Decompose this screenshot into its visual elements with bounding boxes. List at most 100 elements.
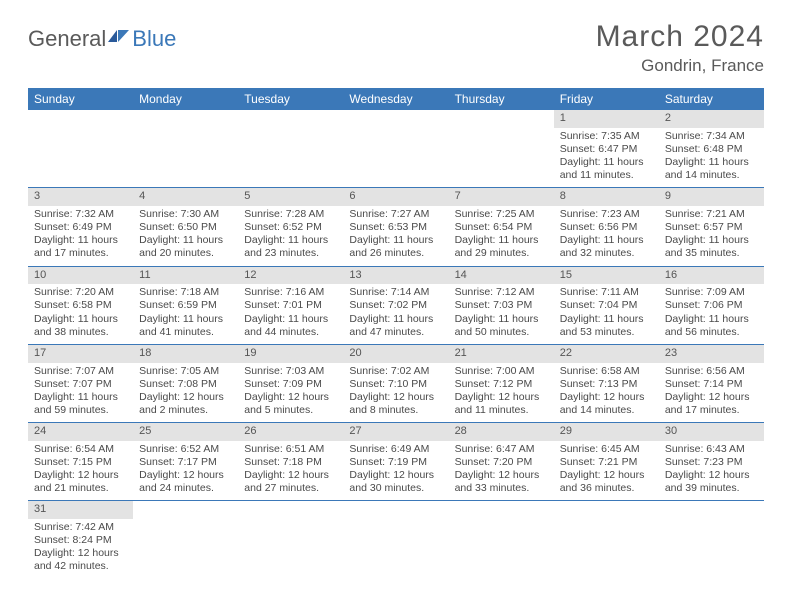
calendar-day: 18Sunrise: 7:05 AMSunset: 7:08 PMDayligh… [133,344,238,422]
day-info: Sunrise: 7:30 AMSunset: 6:50 PMDaylight:… [133,206,238,266]
day-info: Sunrise: 7:20 AMSunset: 6:58 PMDaylight:… [28,284,133,344]
weekday-header: Wednesday [343,88,448,110]
day-info: Sunrise: 7:27 AMSunset: 6:53 PMDaylight:… [343,206,448,266]
day-info: Sunrise: 7:28 AMSunset: 6:52 PMDaylight:… [238,206,343,266]
calendar-day: 1Sunrise: 7:35 AMSunset: 6:47 PMDaylight… [554,110,659,188]
calendar-day: 9Sunrise: 7:21 AMSunset: 6:57 PMDaylight… [659,188,764,266]
day-number: 10 [28,267,133,285]
day-number: 3 [28,188,133,206]
calendar-empty: . [133,110,238,188]
day-number: 1 [554,110,659,128]
day-info: Sunrise: 7:35 AMSunset: 6:47 PMDaylight:… [554,128,659,188]
calendar-day: 5Sunrise: 7:28 AMSunset: 6:52 PMDaylight… [238,188,343,266]
calendar-day: 19Sunrise: 7:03 AMSunset: 7:09 PMDayligh… [238,344,343,422]
calendar-day: 24Sunrise: 6:54 AMSunset: 7:15 PMDayligh… [28,423,133,501]
calendar-body: . . . . . 1Sunrise: 7:35 AMSunset: 6:47 … [28,110,764,579]
day-info: Sunrise: 7:12 AMSunset: 7:03 PMDaylight:… [449,284,554,344]
day-info: Sunrise: 6:54 AMSunset: 7:15 PMDaylight:… [28,441,133,501]
day-number: 7 [449,188,554,206]
day-number: 25 [133,423,238,441]
calendar-day: 22Sunrise: 6:58 AMSunset: 7:13 PMDayligh… [554,344,659,422]
calendar-day: 15Sunrise: 7:11 AMSunset: 7:04 PMDayligh… [554,266,659,344]
day-info: Sunrise: 7:23 AMSunset: 6:56 PMDaylight:… [554,206,659,266]
day-info: Sunrise: 7:32 AMSunset: 6:49 PMDaylight:… [28,206,133,266]
day-number: 6 [343,188,448,206]
day-number: 5 [238,188,343,206]
day-info: Sunrise: 7:02 AMSunset: 7:10 PMDaylight:… [343,363,448,423]
day-info: Sunrise: 7:18 AMSunset: 6:59 PMDaylight:… [133,284,238,344]
weekday-header: Thursday [449,88,554,110]
calendar-day: 25Sunrise: 6:52 AMSunset: 7:17 PMDayligh… [133,423,238,501]
day-number: 17 [28,345,133,363]
day-number: 16 [659,267,764,285]
day-number: 22 [554,345,659,363]
page-header: General Blue March 2024 Gondrin, France [28,20,764,76]
day-number: 12 [238,267,343,285]
day-number: 29 [554,423,659,441]
day-info: Sunrise: 7:00 AMSunset: 7:12 PMDaylight:… [449,363,554,423]
day-info [343,128,448,174]
calendar-day: 23Sunrise: 6:56 AMSunset: 7:14 PMDayligh… [659,344,764,422]
weekday-header: Monday [133,88,238,110]
day-number: 27 [343,423,448,441]
weekday-header: Sunday [28,88,133,110]
day-info: Sunrise: 6:56 AMSunset: 7:14 PMDaylight:… [659,363,764,423]
month-title: March 2024 [596,20,764,54]
day-info [238,128,343,174]
flag-icon [108,28,130,44]
day-info: Sunrise: 7:11 AMSunset: 7:04 PMDaylight:… [554,284,659,344]
day-info [133,128,238,174]
day-number: 8 [554,188,659,206]
calendar-day: 31Sunrise: 7:42 AMSunset: 8:24 PMDayligh… [28,501,133,579]
day-number: 21 [449,345,554,363]
day-info: Sunrise: 7:25 AMSunset: 6:54 PMDaylight:… [449,206,554,266]
brand-part1: General [28,26,106,52]
day-number: 31 [28,501,133,519]
day-info: Sunrise: 6:49 AMSunset: 7:19 PMDaylight:… [343,441,448,501]
day-info: Sunrise: 7:14 AMSunset: 7:02 PMDaylight:… [343,284,448,344]
calendar-day: 4Sunrise: 7:30 AMSunset: 6:50 PMDaylight… [133,188,238,266]
day-info: Sunrise: 7:05 AMSunset: 7:08 PMDaylight:… [133,363,238,423]
day-number: 19 [238,345,343,363]
day-info: Sunrise: 7:09 AMSunset: 7:06 PMDaylight:… [659,284,764,344]
day-number: 13 [343,267,448,285]
day-number: 28 [449,423,554,441]
day-info: Sunrise: 6:43 AMSunset: 7:23 PMDaylight:… [659,441,764,501]
day-number: 9 [659,188,764,206]
day-info [28,128,133,174]
day-info: Sunrise: 7:03 AMSunset: 7:09 PMDaylight:… [238,363,343,423]
calendar-empty: . [449,110,554,188]
title-block: March 2024 Gondrin, France [596,20,764,76]
location-label: Gondrin, France [596,56,764,76]
day-number: 23 [659,345,764,363]
day-number: 14 [449,267,554,285]
calendar-week: 31Sunrise: 7:42 AMSunset: 8:24 PMDayligh… [28,501,764,579]
calendar-day: 17Sunrise: 7:07 AMSunset: 7:07 PMDayligh… [28,344,133,422]
calendar-day: 12Sunrise: 7:16 AMSunset: 7:01 PMDayligh… [238,266,343,344]
calendar-week: 3Sunrise: 7:32 AMSunset: 6:49 PMDaylight… [28,188,764,266]
calendar-empty: . [28,110,133,188]
day-info [449,128,554,174]
calendar-empty: . [238,110,343,188]
calendar-day: 7Sunrise: 7:25 AMSunset: 6:54 PMDaylight… [449,188,554,266]
calendar-day: 6Sunrise: 7:27 AMSunset: 6:53 PMDaylight… [343,188,448,266]
weekday-header: Saturday [659,88,764,110]
day-number: 15 [554,267,659,285]
calendar-empty: . [449,501,554,579]
weekday-header-row: SundayMondayTuesdayWednesdayThursdayFrid… [28,88,764,110]
day-info: Sunrise: 6:51 AMSunset: 7:18 PMDaylight:… [238,441,343,501]
brand-part2: Blue [132,26,176,52]
day-info: Sunrise: 7:07 AMSunset: 7:07 PMDaylight:… [28,363,133,423]
calendar-empty: . [133,501,238,579]
calendar-week: 10Sunrise: 7:20 AMSunset: 6:58 PMDayligh… [28,266,764,344]
calendar-table: SundayMondayTuesdayWednesdayThursdayFrid… [28,88,764,579]
calendar-day: 26Sunrise: 6:51 AMSunset: 7:18 PMDayligh… [238,423,343,501]
calendar-empty: . [554,501,659,579]
calendar-empty: . [238,501,343,579]
day-number: 11 [133,267,238,285]
calendar-day: 8Sunrise: 7:23 AMSunset: 6:56 PMDaylight… [554,188,659,266]
calendar-empty: . [343,110,448,188]
day-info: Sunrise: 7:16 AMSunset: 7:01 PMDaylight:… [238,284,343,344]
calendar-empty: . [343,501,448,579]
day-info: Sunrise: 6:58 AMSunset: 7:13 PMDaylight:… [554,363,659,423]
